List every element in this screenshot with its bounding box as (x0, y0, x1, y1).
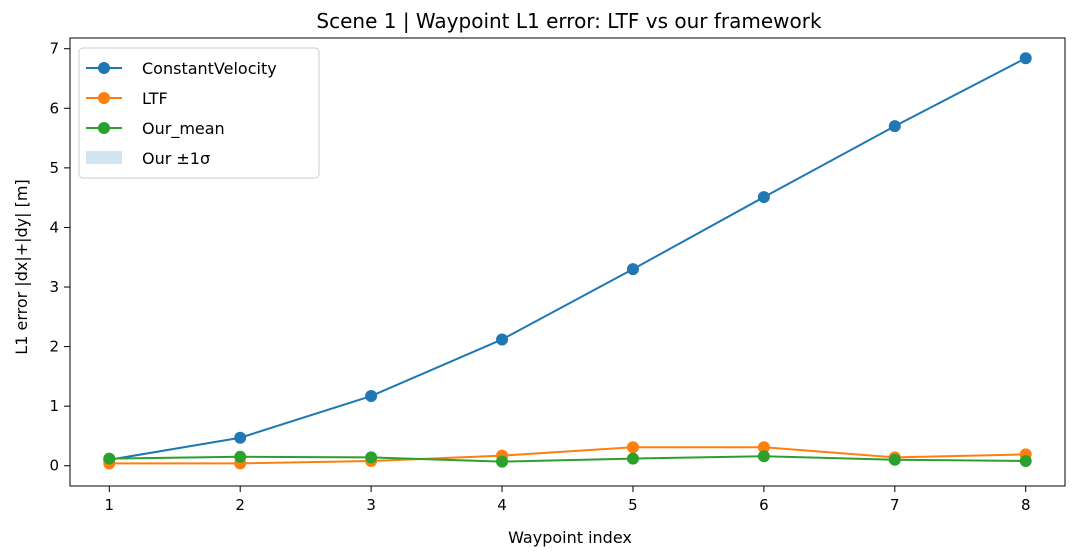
point-constantvelocity-5 (626, 263, 639, 276)
point-constantvelocity-6 (757, 191, 770, 204)
series-line-our-mean (109, 455, 1026, 463)
y-tick-label-6: 6 (49, 99, 59, 117)
legend-entry-ltf: LTF (86, 89, 168, 108)
x-tick-label-1: 1 (105, 496, 115, 514)
x-tick-label-4: 4 (497, 496, 507, 514)
point-our-mean-4 (496, 455, 509, 468)
legend-marker-our-mean (98, 122, 110, 134)
legend-entry-our-band: Our ±1σ (86, 149, 210, 168)
point-our-mean-1 (103, 452, 116, 465)
point-constantvelocity-4 (496, 333, 509, 346)
point-ltf-5 (626, 441, 639, 454)
legend-label-ltf: LTF (142, 89, 168, 108)
y-tick-label-7: 7 (49, 40, 59, 58)
legend-entry-constantvelocity: ConstantVelocity (86, 59, 277, 78)
point-constantvelocity-7 (888, 120, 901, 133)
point-our-mean-8 (1019, 454, 1032, 467)
plot-frame (69, 37, 1066, 487)
legend: ConstantVelocity LTF Our_mean Our ±1σ (78, 47, 320, 179)
point-our-mean-6 (757, 450, 770, 463)
y-tick-label-1: 1 (49, 397, 59, 415)
x-tick-label-5: 5 (628, 496, 638, 514)
legend-box (78, 47, 320, 179)
legend-label-our-mean: Our_mean (142, 119, 225, 139)
legend-marker-ltf (98, 92, 110, 104)
plot-area (103, 52, 1032, 470)
y-tick-label-4: 4 (49, 218, 59, 236)
point-our-mean-2 (234, 450, 247, 463)
legend-label-constantvelocity: ConstantVelocity (142, 59, 277, 78)
point-constantvelocity-3 (365, 390, 378, 403)
chart-title: Scene 1 | Waypoint L1 error: LTF vs our … (316, 9, 822, 33)
x-tick-label-8: 8 (1021, 496, 1031, 514)
y-tick-label-5: 5 (49, 159, 59, 177)
x-tick-label-3: 3 (366, 496, 376, 514)
legend-label-our-band: Our ±1σ (142, 149, 210, 168)
y-axis-label: L1 error |dx|+|dy| [m] (12, 179, 31, 354)
point-our-mean-3 (365, 451, 378, 464)
y-tick-label-3: 3 (49, 278, 59, 296)
point-constantvelocity-8 (1019, 52, 1032, 65)
y-tick-label-2: 2 (49, 338, 59, 356)
x-tick-label-7: 7 (890, 496, 900, 514)
point-constantvelocity-2 (234, 431, 247, 444)
series-line-constantvelocity (109, 57, 1027, 461)
legend-swatch-our-band (86, 151, 122, 164)
series-line-ltf (109, 446, 1026, 465)
legend-entry-our-mean: Our_mean (86, 119, 225, 139)
x-axis-label: Waypoint index (508, 528, 632, 547)
y-axis: 0 1 2 3 4 5 6 7 (49, 40, 70, 475)
y-tick-label-0: 0 (49, 457, 59, 475)
legend-marker-constantvelocity (98, 62, 110, 74)
x-tick-label-6: 6 (759, 496, 769, 514)
point-our-mean-7 (888, 453, 901, 466)
x-tick-label-2: 2 (235, 496, 245, 514)
x-axis: 1 2 3 4 5 6 7 8 (105, 486, 1031, 514)
point-our-mean-5 (626, 452, 639, 465)
point-ltf-6 (757, 441, 770, 454)
